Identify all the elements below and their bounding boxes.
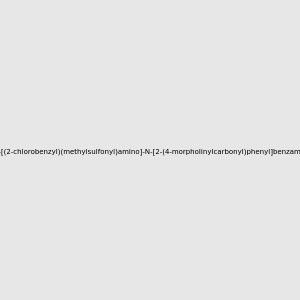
Text: 4-[(2-chlorobenzyl)(methylsulfonyl)amino]-N-[2-(4-morpholinylcarbonyl)phenyl]ben: 4-[(2-chlorobenzyl)(methylsulfonyl)amino… xyxy=(0,148,300,155)
